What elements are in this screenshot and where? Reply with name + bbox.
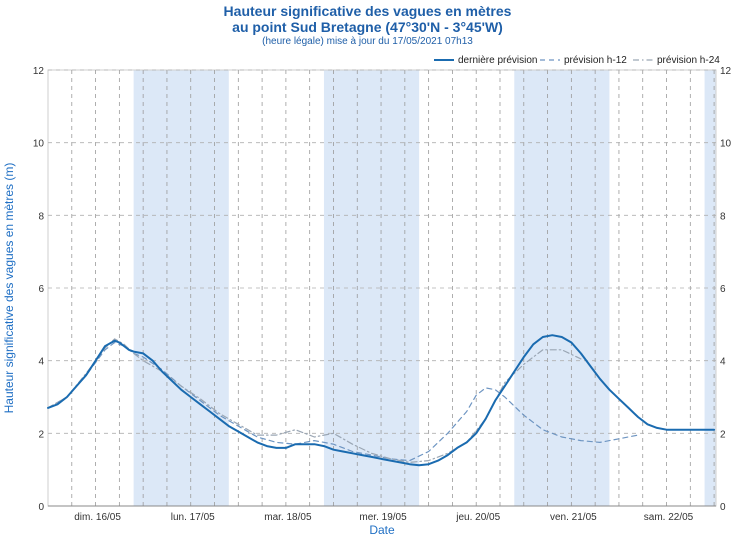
y-tick-label: 0 xyxy=(38,502,44,513)
y-ticks-left: 0 2 4 6 8 10 12 xyxy=(33,66,45,513)
y-tick-label-right: 12 xyxy=(720,66,732,77)
x-tick-label: mer. 19/05 xyxy=(359,512,407,523)
legend-label: prévision h-24 xyxy=(657,55,720,66)
chart-subtitle: (heure légale) mise à jour du 17/05/2021… xyxy=(262,36,473,47)
x-tick-label: jeu. 20/05 xyxy=(455,512,500,523)
grid xyxy=(48,69,716,506)
y-tick-label-right: 6 xyxy=(720,284,726,295)
y-tick-label: 10 xyxy=(33,139,45,150)
series-lines xyxy=(47,334,716,467)
y-tick-label: 2 xyxy=(38,429,44,440)
x-axis-label: Date xyxy=(369,523,395,535)
y-tick-label-right: 8 xyxy=(720,211,726,222)
night-band-3 xyxy=(704,70,716,506)
legend-label: dernière prévision xyxy=(458,55,538,66)
y-ticks-right: 0 2 4 6 8 10 12 xyxy=(720,66,732,513)
chart-title: Hauteur significative des vagues en mètr… xyxy=(223,3,512,19)
y-tick-label-right: 2 xyxy=(720,429,726,440)
x-tick-label: sam. 22/05 xyxy=(644,512,694,523)
x-tick-label: lun. 17/05 xyxy=(171,512,215,523)
x-tick-label: mar. 18/05 xyxy=(264,512,312,523)
x-tick-label: dim. 16/05 xyxy=(74,512,121,523)
legend: dernière prévision prévision h-12 prévisio… xyxy=(434,55,720,66)
series-line xyxy=(47,341,639,462)
y-tick-label: 12 xyxy=(33,66,45,77)
y-tick-label-right: 0 xyxy=(720,502,726,513)
chart-title-location: au point Sud Bretagne (47°30'N - 3°45'W) xyxy=(232,19,503,35)
y-axis-label: Hauteur significative des vagues en mètr… xyxy=(2,163,16,414)
legend-label: prévision h-12 xyxy=(564,55,627,66)
y-tick-label-right: 4 xyxy=(720,357,726,368)
x-tick-label: ven. 21/05 xyxy=(550,512,597,523)
series-line xyxy=(47,334,716,467)
y-tick-label: 6 xyxy=(38,284,44,295)
y-tick-label: 8 xyxy=(38,211,44,222)
x-ticks: dim. 16/05 lun. 17/05 mar. 18/05 mer. 19/05… xyxy=(48,505,716,523)
y-tick-label: 4 xyxy=(38,357,44,368)
y-tick-label-right: 10 xyxy=(720,139,732,150)
night-band-0 xyxy=(133,70,229,506)
